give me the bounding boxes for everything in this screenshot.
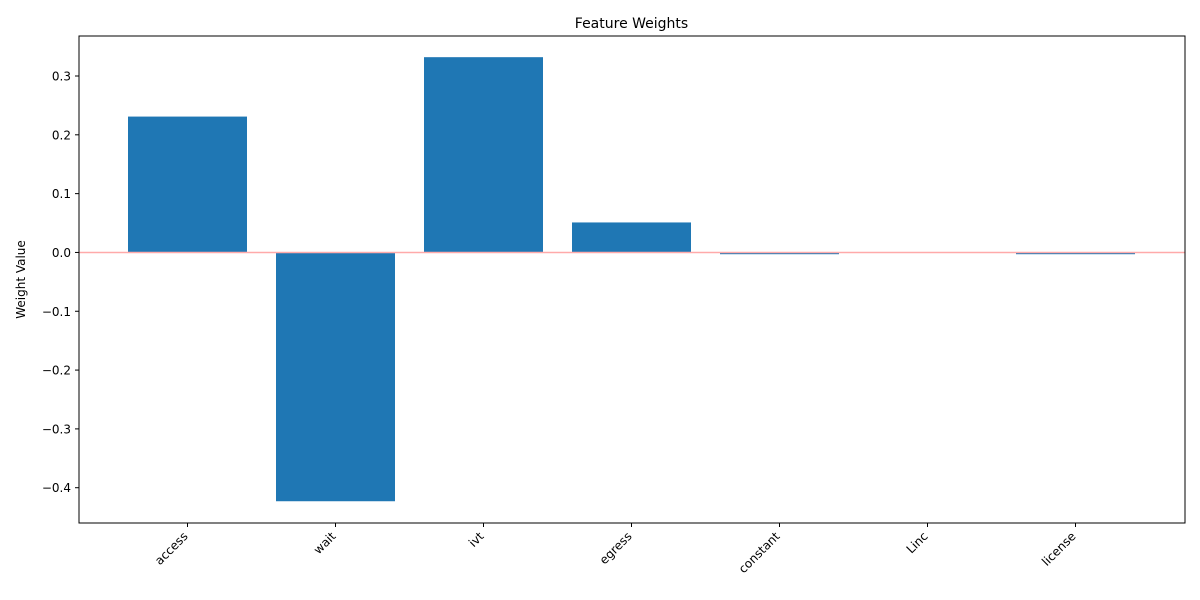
y-tick-label: 0.2	[52, 128, 71, 142]
y-tick-label: −0.3	[42, 422, 71, 436]
y-tick-label: −0.1	[42, 305, 71, 319]
y-tick-label: −0.2	[42, 364, 71, 378]
y-axis-ticks: −0.4 −0.3 −0.2 −0.1 0.0 0.1 0.2 0.3	[42, 69, 79, 495]
y-tick-label: −0.4	[42, 481, 71, 495]
bar-egress	[572, 222, 691, 253]
bar-ivt	[424, 57, 543, 253]
bar-constant	[720, 252, 839, 255]
y-tick-label: 0.3	[52, 69, 71, 83]
chart-title: Feature Weights	[575, 16, 688, 32]
x-axis-ticks: access wait ivt egress constant Linc license	[152, 523, 1079, 576]
y-axis-label: Weight Value	[14, 240, 28, 319]
x-tick-label-ivt: ivt	[466, 529, 487, 550]
x-tick-label-wait: wait	[311, 529, 339, 557]
bar-license	[1016, 252, 1135, 255]
bar-wait	[276, 252, 395, 502]
x-tick-label-access: access	[152, 529, 190, 567]
y-tick-label: 0.1	[52, 187, 71, 201]
bar-access	[128, 116, 247, 253]
bars-group	[128, 57, 1135, 502]
plot-frame	[78, 35, 1186, 524]
x-tick-label-linc: Linc	[904, 529, 931, 556]
x-tick-label-constant: constant	[736, 529, 783, 576]
x-tick-label-egress: egress	[597, 529, 635, 567]
y-tick-label: 0.0	[52, 246, 71, 260]
x-tick-label-license: license	[1039, 529, 1079, 569]
